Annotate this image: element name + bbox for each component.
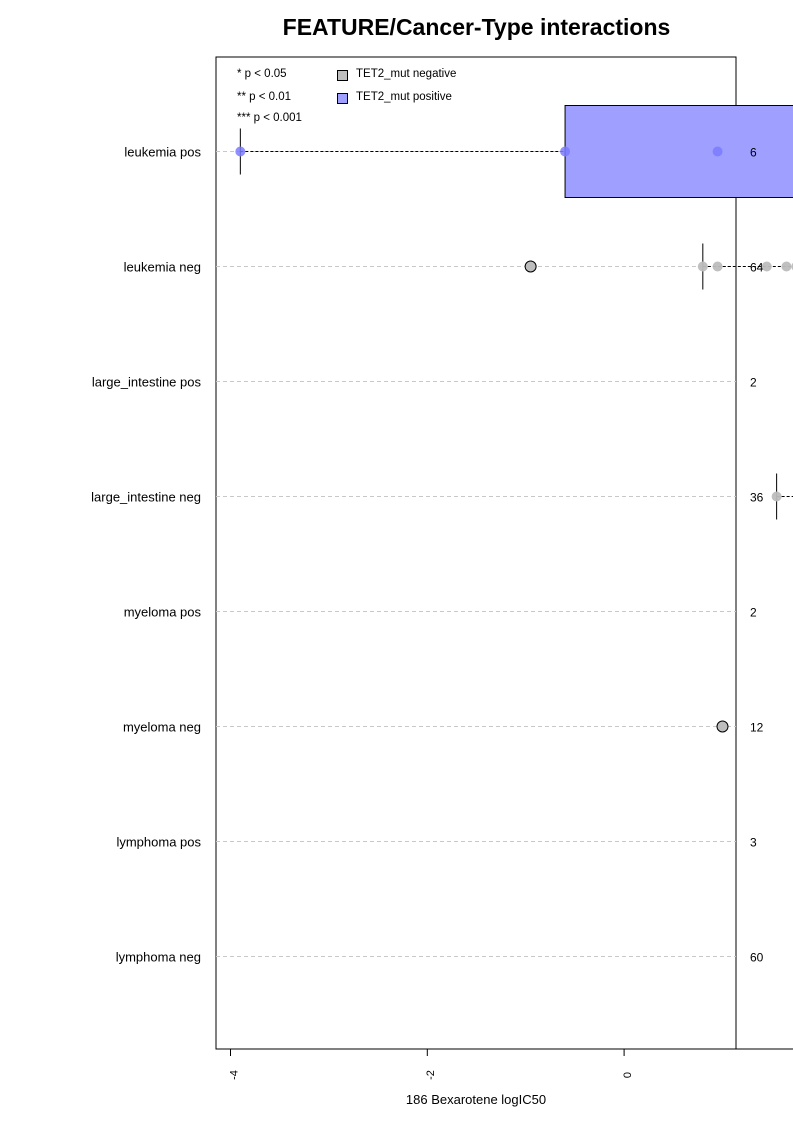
plot-frame [215, 56, 737, 1050]
legend-swatch-positive [337, 93, 348, 104]
data-point [781, 261, 792, 272]
legend-item-negative: TET2_mut negative [337, 68, 457, 81]
group-count: 12 [750, 721, 764, 735]
group-count: 36 [750, 491, 764, 505]
group-count: 2 [750, 376, 757, 390]
legend-swatch-negative [337, 70, 348, 81]
group-myeloma-pos: myeloma pos 2 [124, 605, 757, 620]
data-point [771, 491, 782, 502]
data-point [712, 146, 723, 157]
significance-legend-3: *** p < 0.001 [237, 112, 302, 124]
significance-legend-1: * p < 0.05 [237, 68, 287, 80]
legend-label-negative: TET2_mut negative [356, 68, 457, 80]
group-count: 6 [750, 146, 757, 160]
group-label: leukemia neg [124, 260, 201, 275]
x-tick-label: 0 [622, 1072, 634, 1078]
group-lymphoma-pos: lymphoma pos 3 [116, 835, 757, 850]
group-leukemia-pos: leukemia pos 6 [124, 105, 793, 198]
legend-label-positive: TET2_mut positive [356, 91, 452, 103]
data-point [560, 146, 571, 157]
group-label: leukemia pos [124, 145, 201, 160]
group-count: 64 [750, 261, 764, 275]
data-point [697, 261, 708, 272]
outlier-point [716, 720, 729, 733]
x-axis-label: 186 Bexarotene logIC50 [405, 1092, 547, 1107]
data-point [712, 261, 723, 272]
data-point [235, 146, 246, 157]
outlier-point [524, 260, 537, 273]
group-large_intestine-neg: large_intestine neg 36 [91, 473, 793, 520]
group-label: large_intestine neg [91, 490, 201, 505]
group-label: lymphoma neg [116, 950, 201, 965]
group-myeloma-neg: myeloma neg 12 [123, 720, 764, 735]
group-label: myeloma neg [123, 720, 201, 735]
x-tick-label: -4 [228, 1070, 240, 1080]
legend-item-positive: TET2_mut positive [337, 91, 452, 104]
group-large_intestine-pos: large_intestine pos 2 [92, 375, 757, 390]
group-label: myeloma pos [124, 605, 202, 620]
group-label: large_intestine pos [92, 375, 202, 390]
data-point [761, 261, 772, 272]
group-count: 2 [750, 606, 757, 620]
chart-title: FEATURE/Cancer-Type interactions [282, 14, 671, 40]
group-lymphoma-neg: lymphoma neg 60 [116, 950, 764, 965]
group-count: 60 [750, 951, 764, 965]
box [564, 105, 793, 198]
significance-legend-2: ** p < 0.01 [237, 91, 292, 103]
group-label: lymphoma pos [116, 835, 201, 850]
group-leukemia-neg: leukemia neg 64 [124, 243, 793, 290]
group-count: 3 [750, 836, 757, 850]
x-tick-label: -2 [425, 1070, 437, 1080]
